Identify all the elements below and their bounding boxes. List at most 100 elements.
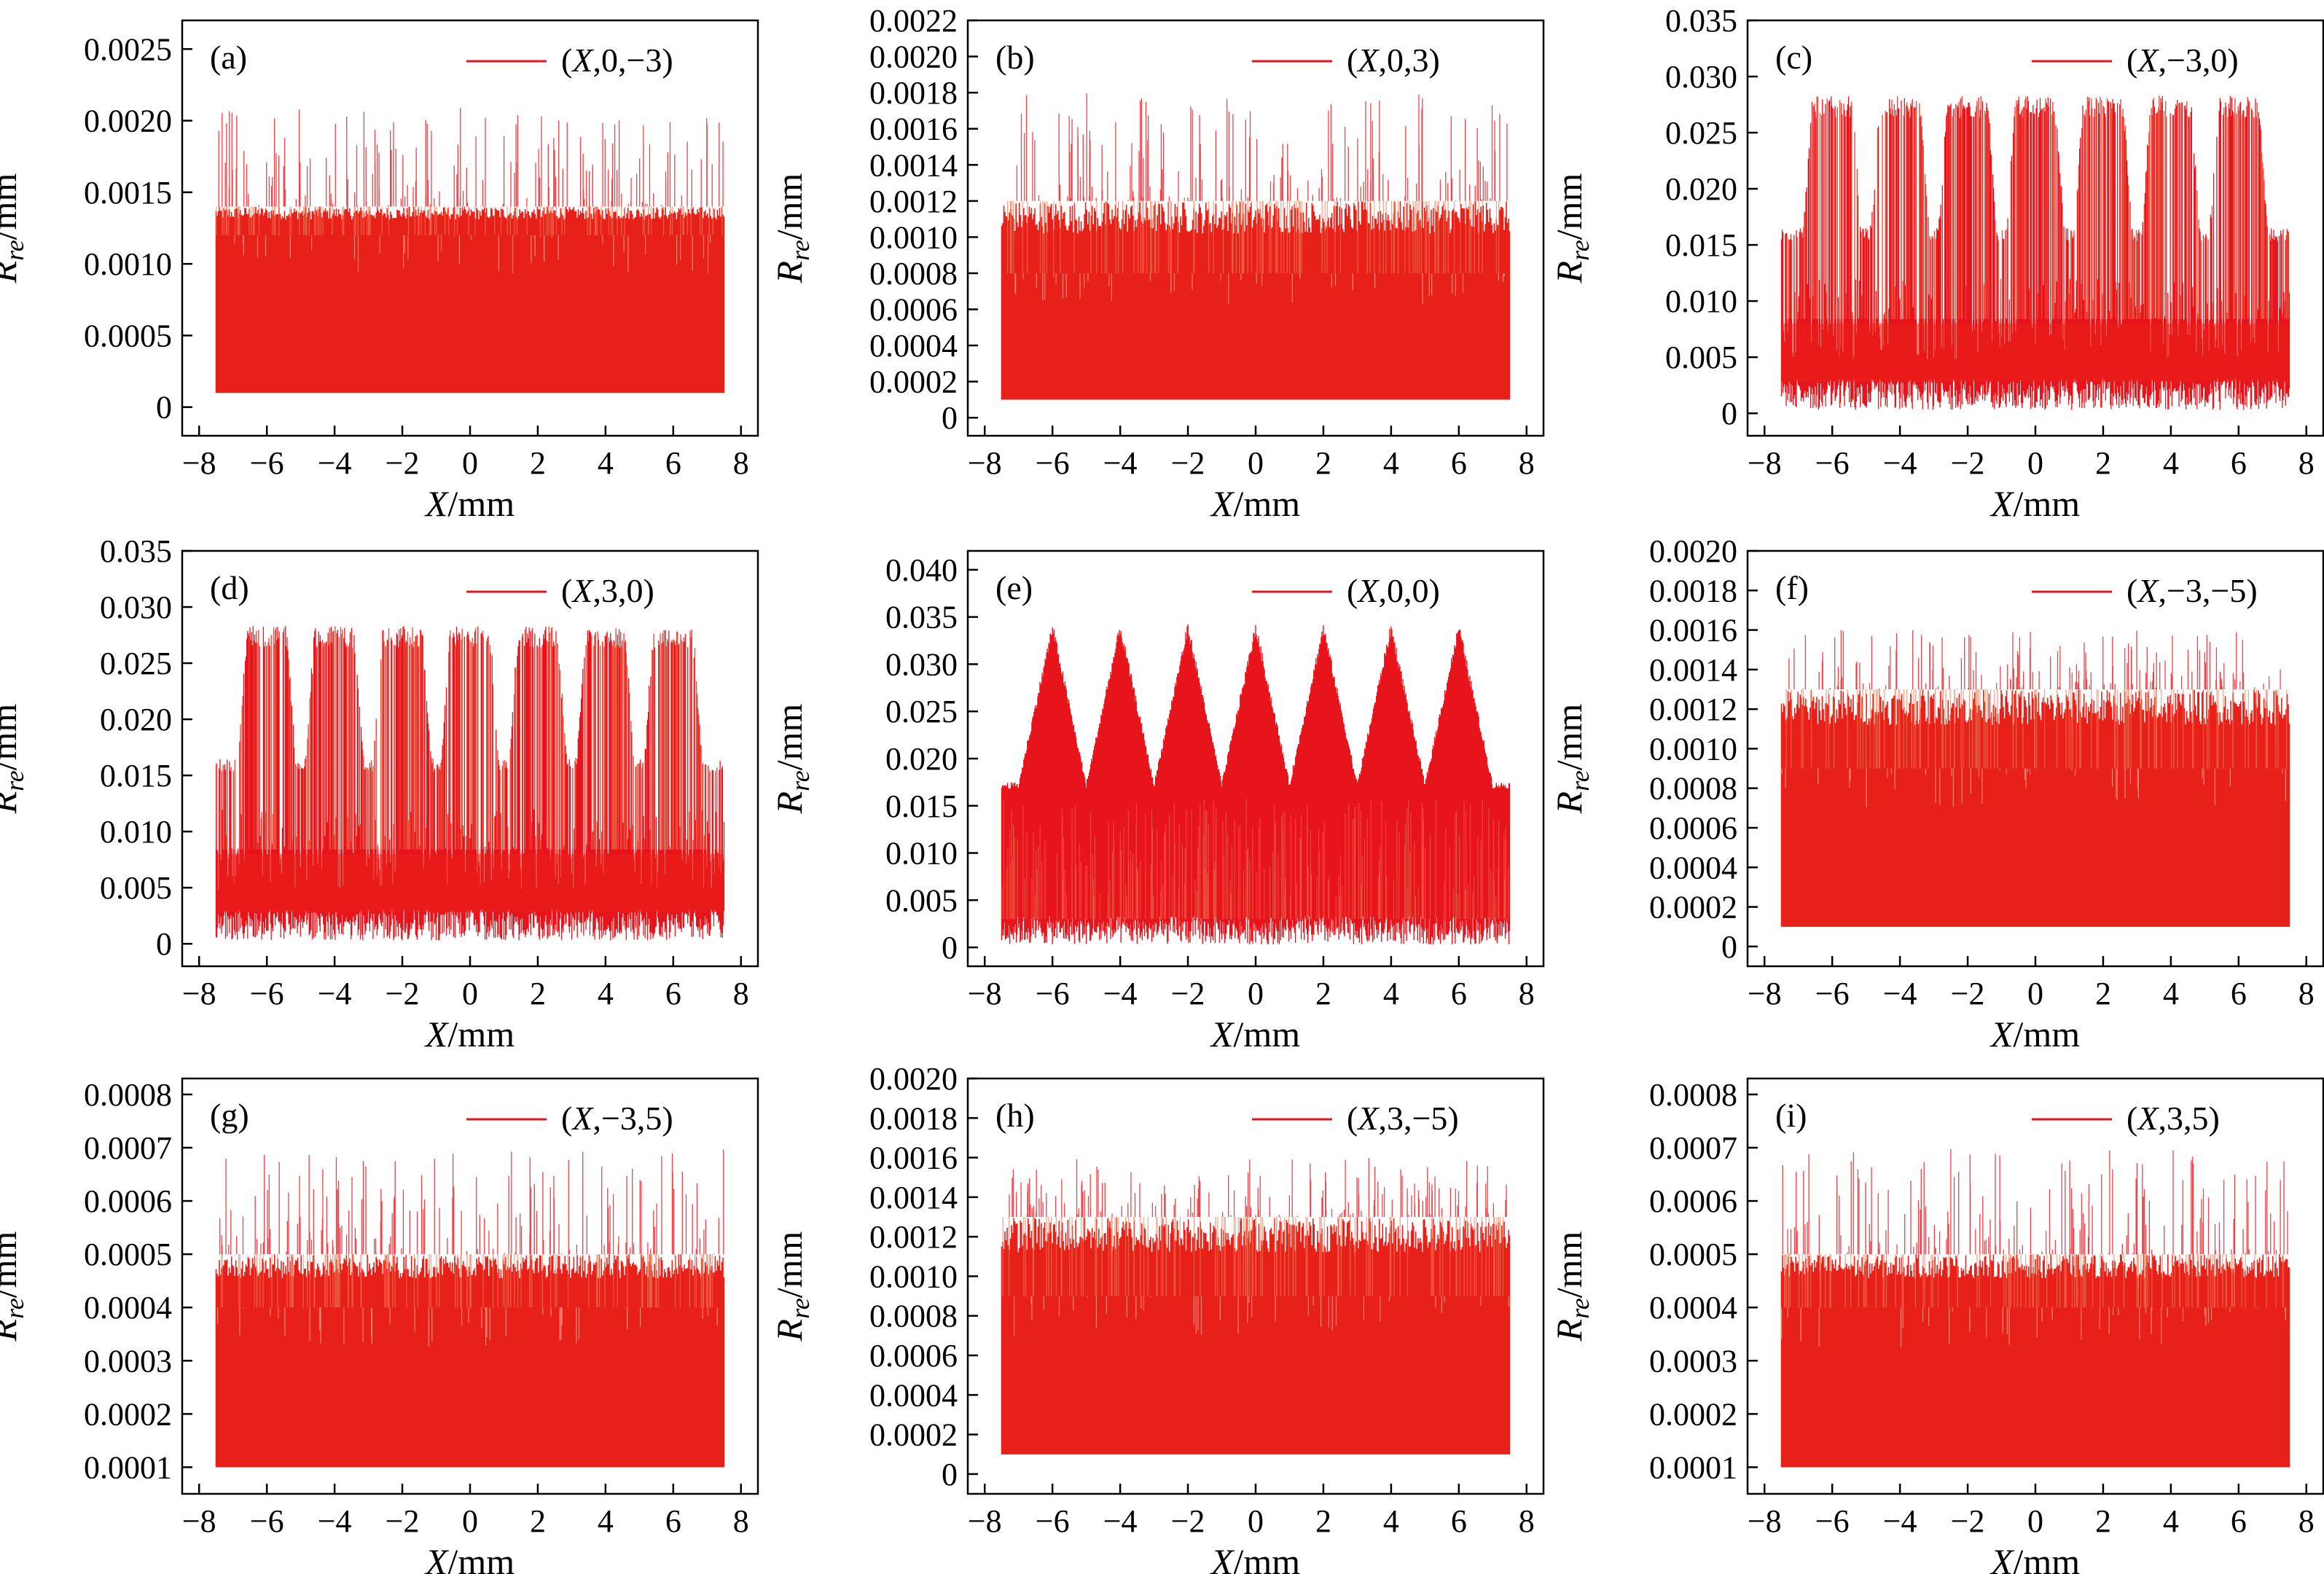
x-tick-label: 4	[2163, 445, 2179, 481]
data-region	[215, 1149, 725, 1468]
series-band-tint	[1002, 1217, 1503, 1296]
series-mid-tint	[1001, 799, 1509, 920]
y-tick-label: 0.0020	[869, 1061, 958, 1097]
x-tick-label: 4	[598, 445, 614, 481]
x-tick-label: 2	[530, 1503, 546, 1539]
y-tick-label: 0.0016	[1649, 613, 1737, 649]
legend-entry: (X,3,0)	[561, 572, 654, 609]
y-tick-label: 0.0022	[869, 3, 958, 39]
y-tick-label: 0.0004	[869, 328, 958, 364]
series-band-lines	[1780, 689, 2290, 927]
y-tick-label: 0.0006	[1649, 1183, 1737, 1219]
y-tick-label: 0.0010	[869, 1258, 958, 1294]
x-tick-label: 8	[1519, 976, 1535, 1011]
series-band-lines	[215, 1254, 725, 1468]
x-tick-label: −8	[968, 976, 1002, 1011]
panel-g: −8 −6 −4 −2 0 2 4 6 80.00010.00020.00030.00040.0…	[0, 1077, 759, 1574]
panel-e: −8 −6 −4 −2 0 2 4 6 800.0050.0100.0150.0200.0250…	[769, 549, 1545, 1054]
y-tick-label: 0.0004	[84, 1290, 172, 1326]
x-tick-label: 4	[598, 1503, 614, 1539]
y-tick-label: 0.020	[1665, 171, 1737, 207]
x-tick-label: 2	[530, 445, 546, 481]
series-peak-lines	[1782, 1149, 2288, 1255]
x-tick-label: −4	[1103, 976, 1138, 1011]
x-tick-label: −2	[1171, 976, 1205, 1011]
y-tick-label: 0.015	[100, 758, 172, 794]
panel-a: −8 −6 −4 −2 0 2 4 6 8 0 0.0005 0.0010 0.0015 0.0020 0.…	[0, 19, 759, 524]
y-tick-label: 0.0014	[869, 147, 958, 183]
y-tick-label: 0.035	[1665, 3, 1737, 39]
x-tick-label: 4	[1383, 1503, 1399, 1539]
y-tick-label: 0.0008	[84, 1077, 172, 1113]
x-tick-label: 6	[1451, 445, 1467, 481]
x-tick-label: 0	[2027, 445, 2043, 481]
y-axis: 0 0.005 0.010 0.015 0.020 0.025 0.030 0.035	[100, 533, 192, 962]
x-tick-label: 6	[2231, 1503, 2247, 1539]
y-tick-label: 0.0006	[869, 292, 958, 328]
data-region	[215, 108, 725, 394]
y-tick-label: 0.0012	[869, 184, 958, 219]
y-tick-label: 0.0020	[84, 103, 172, 139]
x-axis: −8 −6 −4 −2 0 2 4 6 8	[182, 426, 749, 481]
y-tick-label: 0.0012	[869, 1219, 958, 1255]
series-core-dips	[217, 1307, 718, 1347]
series-band-tint	[1785, 689, 2288, 769]
y-tick-label: 0.0001	[84, 1449, 172, 1485]
x-tick-label: 6	[2231, 976, 2247, 1011]
x-axis-label: X/mm	[424, 483, 515, 524]
x-axis: −8 −6 −4 −2 0 2 4 6 8	[968, 1484, 1535, 1539]
series-core-dips	[234, 235, 711, 273]
x-tick-label: −4	[318, 445, 352, 481]
y-tick-label: 0.0004	[869, 1377, 958, 1413]
x-tick-label: −8	[1748, 445, 1782, 481]
x-axis: −8 −6 −4 −2 0 2 4 6 8	[1748, 426, 2315, 481]
x-tick-label: 0	[1248, 1503, 1264, 1539]
series-peak-lines	[1003, 93, 1508, 201]
data-region	[1001, 93, 1511, 400]
x-tick-label: 0	[2027, 1503, 2043, 1539]
x-tick-label: 2	[2095, 976, 2111, 1011]
series-band-lines	[215, 206, 725, 393]
x-axis-label: X/mm	[424, 1541, 515, 1574]
x-tick-label: −8	[182, 1503, 216, 1539]
x-tick-label: −4	[1883, 976, 1917, 1011]
x-tick-label: −6	[1815, 976, 1850, 1011]
x-tick-label: 6	[665, 445, 681, 481]
x-tick-label: −2	[386, 1503, 420, 1539]
data-region	[1780, 630, 2290, 927]
x-tick-label: −2	[1951, 976, 1985, 1011]
panel-i: −8 −6 −4 −2 0 2 4 6 80.00010.00020.00030.00040.0…	[1549, 1077, 2324, 1574]
x-tick-label: −8	[1748, 976, 1782, 1011]
series-core-dips	[1014, 1296, 1510, 1336]
y-tick-label: 0.0014	[1649, 652, 1737, 688]
x-tick-label: 6	[2231, 445, 2247, 481]
series-peak-lines	[219, 1149, 724, 1255]
y-tick-label: 0.030	[1665, 59, 1737, 95]
y-tick-label: 0.0005	[1649, 1237, 1737, 1272]
legend: (X,0,3)	[1252, 42, 1440, 79]
y-axis: 0.0001 0.0002 0.0003 0.0004 0.0005 0.0006 0.00…	[84, 1077, 192, 1485]
x-tick-label: 8	[1519, 1503, 1535, 1539]
x-tick-label: 2	[1315, 445, 1331, 481]
y-tick-label: 0.0007	[1649, 1130, 1737, 1166]
legend: (X,0,−3)	[466, 42, 673, 79]
y-tick-label: 0	[942, 1457, 958, 1492]
x-tick-label: −4	[318, 976, 352, 1011]
y-tick-label: 0.015	[885, 788, 958, 824]
data-region	[1001, 624, 1511, 945]
x-tick-label: −8	[968, 445, 1002, 481]
x-tick-label: 8	[1519, 445, 1535, 481]
y-tick-label: 0.020	[885, 741, 958, 777]
x-tick-label: 0	[462, 445, 478, 481]
y-tick-label: 0.010	[885, 836, 958, 872]
y-tick-label: 0.0005	[84, 318, 172, 353]
y-tick-label: 0.0016	[869, 1140, 958, 1176]
panel-label: (a)	[210, 39, 247, 76]
series-peak-lines	[218, 108, 724, 207]
legend-entry: (X,3,−5)	[1347, 1100, 1459, 1137]
x-tick-label: 8	[733, 445, 749, 481]
x-tick-label: 6	[1451, 976, 1467, 1011]
x-tick-label: 8	[2298, 445, 2315, 481]
